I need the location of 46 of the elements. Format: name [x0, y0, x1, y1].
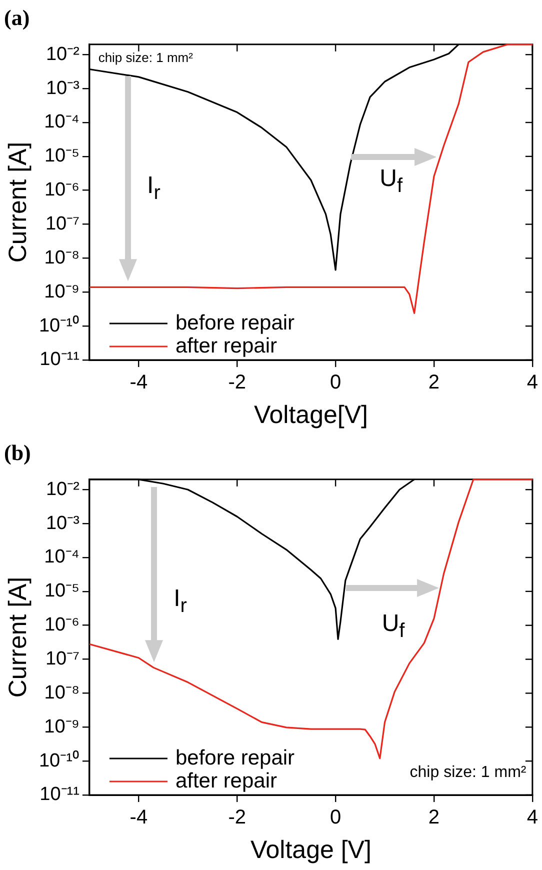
y-tick-label: 10⁻³	[46, 78, 80, 99]
x-tick-label: 0	[330, 806, 342, 829]
x-tick-label: -2	[228, 372, 246, 394]
chart-title: (b)	[4, 440, 31, 465]
y-tick-label: 10⁻⁷	[45, 214, 80, 235]
y-tick-label: 10⁻⁶	[44, 614, 80, 636]
y-tick-label: 10⁻⁵	[44, 146, 80, 167]
x-tick-label: -4	[130, 806, 148, 829]
y-axis-title: Current [A]	[4, 576, 32, 698]
y-tick-label: 10⁻⁸	[44, 247, 80, 268]
y-tick-label: 10⁻⁶	[44, 180, 80, 201]
y-tick-label: 10⁻⁹	[44, 716, 80, 738]
y-tick-label: 10⁻⁵	[44, 580, 80, 602]
legend-label: after repair	[175, 769, 278, 792]
y-tick-label: 10⁻²	[46, 478, 80, 500]
x-tick-label: -4	[130, 372, 148, 394]
x-tick-label: -2	[228, 806, 246, 829]
legend-label: before repair	[175, 746, 295, 770]
legend-label: before repair	[175, 311, 295, 334]
x-tick-label: 2	[428, 806, 440, 829]
annotation: U$_{f}$	[380, 165, 403, 198]
x-axis-title: Voltage[V]	[254, 400, 368, 429]
y-tick-label: 10⁻¹¹	[40, 349, 80, 370]
annotation: chip size: 1 mm²	[98, 50, 193, 65]
y-tick-label: 10⁻¹⁰	[38, 749, 80, 772]
annotation: U$_{f}$	[382, 610, 405, 642]
y-tick-label: 10⁻⁸	[44, 682, 80, 704]
annotation: I$_{r}$	[174, 584, 187, 616]
y-tick-label: 10⁻⁴	[44, 112, 80, 133]
legend-label: after repair	[175, 334, 278, 358]
y-tick-label: 10⁻¹⁰	[38, 314, 80, 336]
x-tick-label: 0	[330, 372, 342, 394]
y-tick-label: 10⁻³	[46, 512, 80, 534]
y-tick-label: 10⁻²	[46, 44, 80, 65]
chart-title: (a)	[4, 4, 30, 30]
annotation: chip size: 1 mm²	[410, 764, 526, 782]
x-tick-label: 4	[526, 372, 538, 394]
y-axis-title: Current [A]	[4, 142, 32, 263]
y-tick-label: 10⁻⁴	[44, 546, 80, 568]
y-tick-label: 10⁻⁹	[44, 281, 80, 302]
y-tick-label: 10⁻¹¹	[40, 784, 80, 806]
y-tick-label: 10⁻⁷	[45, 648, 80, 670]
x-tick-label: 4	[526, 806, 538, 829]
x-tick-label: 2	[428, 372, 440, 394]
annotation: I$_{r}$	[147, 172, 160, 204]
x-axis-title: Voltage [V]	[250, 836, 372, 864]
